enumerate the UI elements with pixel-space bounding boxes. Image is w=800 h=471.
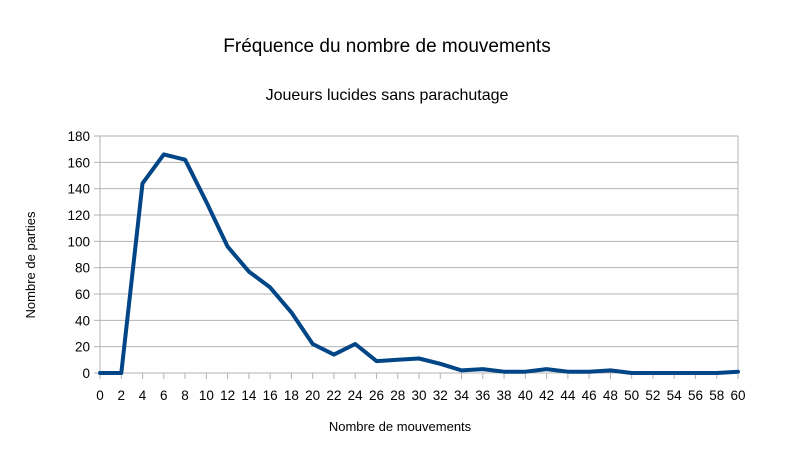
x-tick-label: 42	[539, 388, 554, 403]
y-tick-label: 0	[82, 366, 90, 381]
x-tick-label: 2	[118, 388, 126, 403]
chart-subtitle: Joueurs lucides sans parachutage	[266, 87, 509, 104]
y-tick-label: 20	[75, 340, 90, 355]
x-axis-label: Nombre de mouvements	[329, 419, 472, 434]
y-tick-label: 160	[67, 155, 90, 170]
x-tick-label: 52	[645, 388, 660, 403]
y-tick-label: 60	[75, 287, 90, 302]
y-tick-label: 180	[67, 129, 90, 144]
x-tick-label: 8	[181, 388, 189, 403]
y-tick-label: 140	[67, 182, 90, 197]
x-tick-label: 38	[497, 388, 512, 403]
gridlines	[100, 135, 738, 374]
x-tick-label: 34	[454, 388, 470, 403]
y-tick-label: 120	[67, 208, 90, 223]
x-axis-ticks: 0 2 4 6 8 10 12 14 16 18 20 22 24 26 28 30 32 34 36 38 40 42 4…	[96, 373, 746, 403]
x-tick-label: 32	[433, 388, 448, 403]
series-line	[98, 152, 740, 375]
x-tick-label: 10	[199, 388, 214, 403]
y-axis-ticks: 0 20 40 60 80 100 120 140 160 180	[67, 129, 100, 381]
y-axis-label: Nombre de parties	[23, 211, 38, 318]
x-tick-label: 44	[560, 388, 576, 403]
x-tick-label: 14	[241, 388, 257, 403]
x-tick-label: 46	[582, 388, 597, 403]
y-tick-label: 80	[75, 261, 90, 276]
x-tick-label: 0	[96, 388, 104, 403]
x-tick-label: 50	[624, 388, 639, 403]
y-tick-label: 100	[67, 234, 90, 249]
x-tick-label: 60	[730, 388, 745, 403]
x-tick-label: 36	[475, 388, 490, 403]
x-tick-label: 6	[160, 388, 168, 403]
x-tick-label: 58	[709, 388, 724, 403]
x-tick-label: 22	[326, 388, 341, 403]
chart-title: Fréquence du nombre de mouvements	[223, 36, 550, 57]
x-tick-label: 54	[667, 388, 683, 403]
x-tick-label: 18	[284, 388, 299, 403]
x-tick-label: 56	[688, 388, 703, 403]
x-tick-label: 24	[348, 388, 364, 403]
x-tick-label: 26	[369, 388, 384, 403]
x-tick-label: 28	[390, 388, 405, 403]
x-tick-label: 40	[518, 388, 533, 403]
x-tick-label: 12	[220, 388, 235, 403]
x-tick-label: 48	[603, 388, 618, 403]
x-tick-label: 30	[411, 388, 426, 403]
x-tick-label: 4	[139, 388, 147, 403]
x-tick-label: 20	[305, 388, 320, 403]
plot-area-border	[99, 135, 739, 374]
x-tick-label: 16	[263, 388, 278, 403]
y-tick-label: 40	[75, 313, 90, 328]
